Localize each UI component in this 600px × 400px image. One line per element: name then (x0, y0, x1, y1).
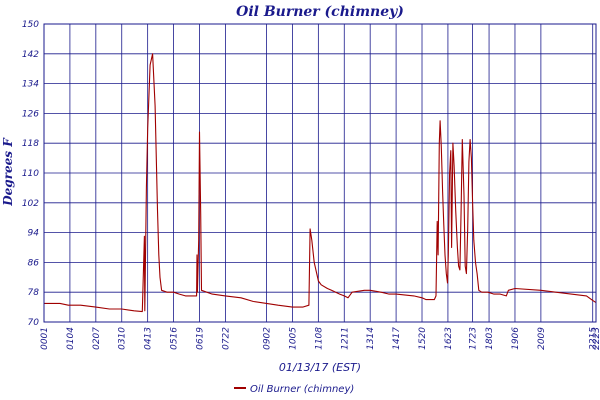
plot-frame (43, 23, 597, 323)
x-tick-label: 1314 (366, 327, 376, 350)
x-tick-label: 1803 (485, 327, 495, 350)
x-tick-label: 1417 (392, 327, 402, 350)
legend: Oil Burner (chimney) (234, 384, 354, 395)
legend-label: Oil Burner (chimney) (250, 384, 354, 395)
y-tick-label: 70 (28, 318, 40, 328)
x-tick-label: 1906 (511, 327, 521, 350)
x-tick-label: 0310 (118, 327, 128, 350)
y-tick-label: 78 (28, 288, 40, 298)
x-tick-labels: 0001 0104 0207 0310 0413 0516 0619 0722 0902 1005… (40, 327, 600, 350)
y-tick-label: 126 (22, 109, 39, 119)
chart-title: Oil Burner (chimney) (236, 4, 404, 20)
y-tick-labels: 70 78 86 94 102 110 118 126 134 142 150 (22, 20, 39, 328)
x-tick-label: 1211 (340, 327, 350, 350)
y-tick-label: 102 (22, 199, 39, 209)
y-tick-label: 150 (22, 20, 39, 30)
x-tick-label: 0001 (40, 327, 50, 350)
x-tick-label: 1005 (288, 327, 298, 350)
y-tick-label: 110 (22, 169, 39, 179)
x-tick-label: 0722 (221, 327, 231, 350)
grid-lines (43, 23, 597, 323)
y-axis-label: Degrees F (1, 137, 15, 207)
y-tick-label: 118 (22, 139, 39, 149)
y-tick-label: 94 (28, 229, 40, 239)
y-tick-label: 134 (22, 80, 39, 90)
x-tick-label: 1520 (418, 327, 428, 350)
x-tick-label: 0516 (170, 327, 180, 350)
x-tick-label: 2009 (537, 327, 547, 350)
x-tick-label: 1623 (444, 327, 454, 350)
x-tick-label: 2223 (592, 327, 600, 350)
series-layer (44, 53, 597, 313)
x-axis-label: 01/13/17 (EST) (279, 361, 361, 374)
x-tick-label: 0619 (195, 327, 205, 350)
x-tick-label: 0902 (263, 327, 273, 350)
x-tick-label: 1723 (469, 327, 479, 350)
x-tick-label: 0413 (144, 327, 154, 350)
series-line (44, 53, 597, 313)
x-tick-label: 2215 (589, 327, 599, 350)
y-tick-label: 86 (28, 258, 40, 268)
y-tick-label: 142 (22, 50, 39, 60)
x-tick-label: 0207 (92, 327, 102, 350)
x-tick-label: 0104 (66, 327, 76, 350)
x-tick-label: 1108 (314, 327, 324, 350)
